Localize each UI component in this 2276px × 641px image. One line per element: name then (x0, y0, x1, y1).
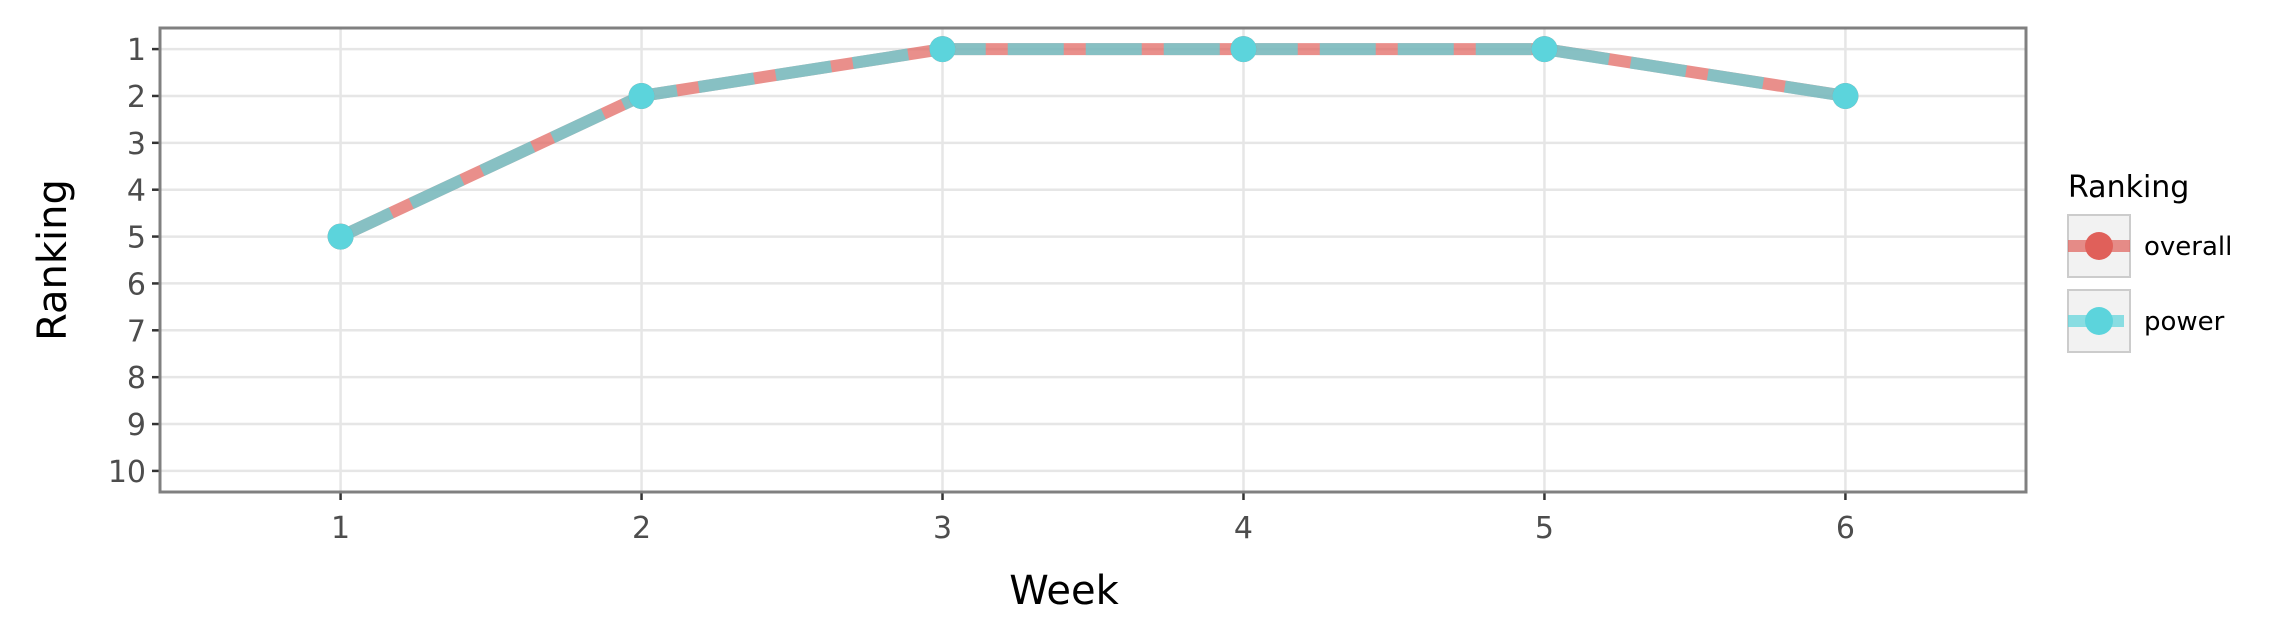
legend-items: overall power (2067, 214, 2232, 353)
legend-item-power: power (2067, 289, 2225, 353)
plot-panel (160, 28, 2026, 492)
data-point-power (929, 36, 956, 63)
y-tick-label: 10 (108, 455, 146, 490)
legend-key-point (2085, 307, 2113, 335)
legend: Ranking overall power (2067, 170, 2232, 353)
y-tick-label: 8 (127, 361, 146, 396)
y-tick-label: 9 (127, 408, 146, 443)
legend-label: overall (2144, 232, 2232, 262)
y-tick-label: 7 (127, 314, 146, 349)
y-tick-label: 5 (127, 221, 146, 256)
legend-key-point (2085, 232, 2113, 260)
series-points (327, 36, 1859, 250)
x-tick-label: 2 (632, 511, 651, 546)
y-tick-label: 2 (127, 80, 146, 115)
legend-item-overall: overall (2067, 214, 2232, 278)
x-tick-label: 3 (933, 511, 952, 546)
data-point-power (628, 82, 655, 109)
y-axis-title: Ranking (30, 179, 76, 341)
y-tick-label: 4 (127, 174, 146, 209)
data-point-power (1230, 36, 1257, 63)
y-tick-label: 3 (127, 127, 146, 162)
data-point-power (1832, 82, 1859, 109)
x-tick-label: 5 (1535, 511, 1554, 546)
x-tick-label: 4 (1234, 511, 1253, 546)
data-point-power (1531, 36, 1558, 63)
plot-border (158, 26, 2028, 494)
legend-title: Ranking (2068, 170, 2189, 205)
series-lines (338, 43, 1847, 243)
x-tick-label: 1 (331, 511, 350, 546)
legend-label: power (2144, 307, 2225, 337)
y-tick-label: 6 (127, 267, 146, 302)
series-line-power (338, 43, 1847, 243)
y-axis-ticks: 1 2 3 4 5 6 7 8 9 10 (108, 33, 160, 490)
x-axis-ticks: 1 2 3 4 5 6 (331, 492, 1855, 546)
y-tick-label: 1 (127, 33, 146, 68)
data-point-power (327, 223, 354, 250)
x-axis-title: Week (1009, 568, 1119, 614)
x-tick-label: 6 (1836, 511, 1855, 546)
